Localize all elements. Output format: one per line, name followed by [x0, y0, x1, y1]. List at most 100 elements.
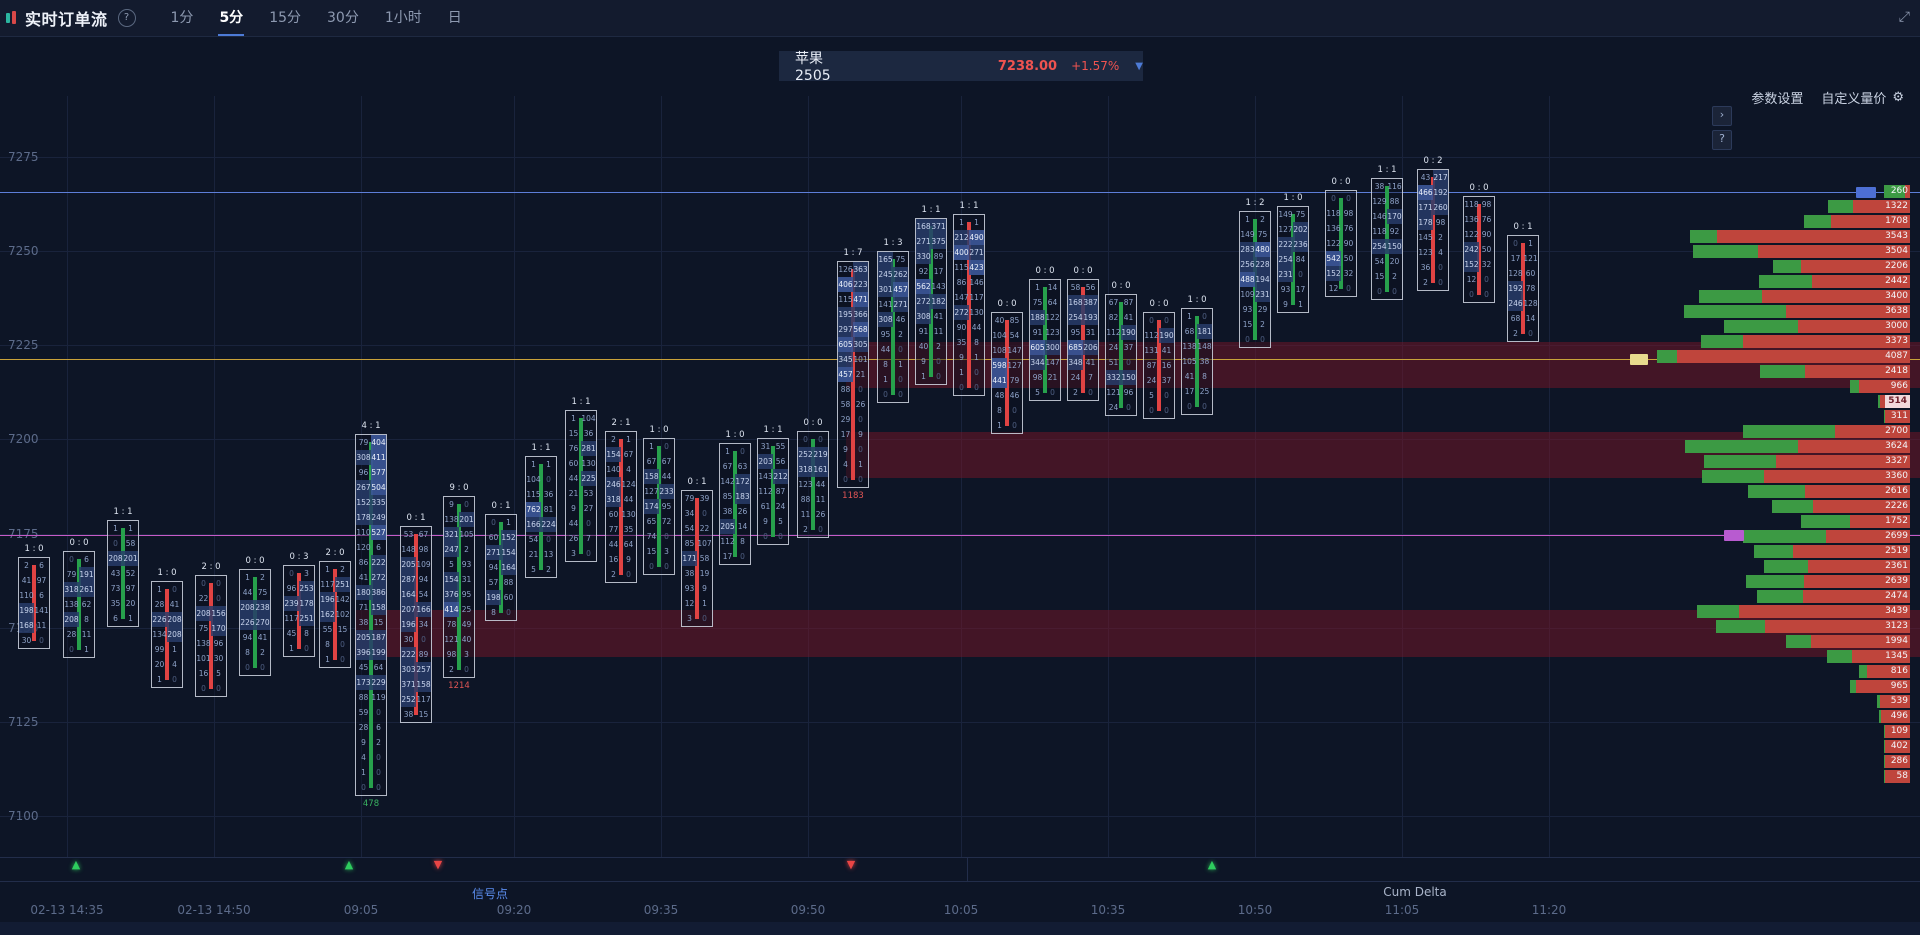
footprint-candle[interactable]: 38 116 129 88 146 170 118 92 254 150 54 20 15 2 0 0 1 : … — [1371, 165, 1403, 300]
footprint-row: 166 224 — [526, 517, 556, 532]
gear-icon[interactable]: ⚙ — [1892, 90, 1904, 105]
footprint-cell: 196 — [401, 617, 416, 632]
footprint-candle[interactable]: 0 1 17 121 128 60 192 78 246 128 68 14 2 0 0 : 1 — [1507, 222, 1539, 342]
footprint-candle[interactable]: 40 85 104 54 108 147 598 127 441 79 48 46 8 0 1 0 0 : 0 — [991, 299, 1023, 434]
footprint-candle[interactable]: 1 2 44 75 208 238 226 270 94 41 8 2 0 0 0 : 0 — [239, 556, 271, 676]
footprint-candle[interactable]: 79 39 34 0 54 22 85 107 171 58 38 19 93 9 12 1 3 0 0 : 1 — [681, 477, 713, 627]
help-icon[interactable]: ? — [117, 9, 136, 27]
footprint-row: 40 2 — [916, 339, 946, 354]
footprint-cell: 0 — [1484, 290, 1489, 299]
footprint-row: 605 305 — [838, 337, 868, 352]
footprint-candle[interactable]: 79 404 308 411 96 577 267 504 152 335 178 249 110 527… — [355, 421, 387, 809]
footprint-candle[interactable]: 0 0 118 98 136 76 122 90 542 50 152 32 12 0 0 : 0 — [1325, 177, 1357, 297]
settings-button[interactable]: 参数设置 — [1751, 92, 1804, 107]
candle-ratio-label: 0 : 1 — [406, 513, 426, 523]
footprint-candle[interactable]: 0 0 252 219 318 161 123 44 88 11 11 26 2 0 0 : 0 — [797, 418, 829, 538]
footprint-candle[interactable]: 58 56 168 387 254 193 95 31 685 206 348 41 24 7 2 0 0 : … — [1067, 266, 1099, 401]
footprint-cell: 251 — [299, 611, 314, 626]
tab-5分[interactable]: 5分 — [206, 0, 256, 36]
footprint-row: 101 30 — [196, 651, 226, 666]
fullscreen-icon[interactable]: ⤢ — [1898, 9, 1910, 25]
footprint-row: 271 154 — [486, 545, 516, 560]
footprint-candle[interactable]: 0 6 79 191 318 261 138 62 208 8 28 11 0 1 0 : 0 — [63, 538, 95, 658]
signal-up-icon[interactable]: ▲ — [1207, 858, 1217, 871]
collapse-panel-button[interactable]: › — [1712, 106, 1732, 126]
footprint-candle[interactable]: 1 14 75 64 188 122 91 123 605 300 344 147 98 21 5 0 0 : … — [1029, 266, 1061, 401]
footprint-cell: 170 — [1387, 209, 1402, 224]
footprint-row: 115 471 — [838, 292, 868, 307]
footprint-candle[interactable]: 67 87 82 41 112 190 24 37 51 0 332 150 121 96 24 0 0 : 0 — [1105, 281, 1137, 416]
footprint-cell: 174 — [644, 499, 659, 514]
volume-profile-row: 402 — [1884, 740, 1910, 753]
volume-profile-buy-bar — [1700, 335, 1743, 348]
footprint-candle[interactable]: 1 2 117 251 196 142 162 102 55 15 8 0 1 0 2 : 0 — [319, 548, 351, 668]
footprint-candle[interactable]: 0 0 112 190 131 41 87 16 24 37 5 0 0 0 0 : 0 — [1143, 299, 1175, 419]
timeline-scrollbar[interactable] — [0, 922, 1920, 935]
signal-down-icon[interactable]: ▼ — [846, 858, 856, 871]
footprint-candle[interactable]: 168 371 271 375 330 89 92 17 562 143 272 182 308 41 91… — [915, 205, 947, 385]
footprint-cell: 17 — [840, 430, 851, 439]
footprint-cell: 90 — [956, 323, 967, 332]
footprint-candle[interactable]: 149 75 127 202 222 236 254 84 231 0 93 17 9 1 1 : 0 — [1277, 193, 1309, 313]
candle-ratio-label: 0 : 0 — [1073, 266, 1093, 276]
candle-body-line — [811, 439, 815, 530]
footprint-candle[interactable]: 0 0 22 0 208 156 75 170 138 96 101 30 16 5 0 0 2 : 0 — [195, 562, 227, 697]
footprint-cell: 56 — [775, 457, 786, 466]
footprint-row: 93 29 — [1240, 302, 1270, 317]
footprint-candle[interactable]: 165 75 245 262 301 457 141 271 308 46 95 2 44 0 8 1 1 0 0 0… — [877, 238, 909, 403]
footprint-cell: 96 — [213, 639, 224, 648]
footprint-candle[interactable]: 1 0 67 63 142 172 85 183 38 26 205 14 112 8 17 0 1 : 0 — [719, 430, 751, 565]
footprint-candle[interactable]: 1 0 28 41 226 208 134 208 99 1 20 4 1 0 1 : 0 — [151, 568, 183, 688]
tab-15分[interactable]: 15分 — [269, 10, 302, 26]
signal-down-icon[interactable]: ▼ — [433, 858, 443, 871]
custom-volume-price-button[interactable]: 自定义量价 — [1821, 92, 1887, 107]
footprint-cell: 198 — [486, 590, 501, 605]
signal-up-icon[interactable]: ▲ — [71, 858, 81, 871]
footprint-candle[interactable]: 43 217 466 192 171 260 178 98 145 2 123 4 36 0 2 0 0 : 2 — [1417, 156, 1449, 291]
footprint-candle[interactable]: 9 0 138 201 321 105 247 2 5 93 154 31 376 95 414 25 78 49… — [443, 483, 475, 691]
chevron-down-icon[interactable]: ▼ — [1135, 60, 1143, 72]
footprint-candle[interactable]: 126 363 406 223 115 471 195 366 297 568 605 305 345 1… — [837, 248, 869, 501]
footprint-row: 318 261 — [64, 582, 94, 597]
footprint-cell: 61 — [760, 502, 771, 511]
tab-1分[interactable]: 1分 — [170, 10, 194, 26]
footprint-candle[interactable]: 0 3 96 253 239 178 117 251 45 8 1 0 0 : 3 — [283, 552, 315, 657]
footprint-candle[interactable]: 1 0 68 181 138 148 105 38 41 8 17 25 0 0 1 : 0 — [1181, 295, 1213, 415]
tab-1小时[interactable]: 1小时 — [384, 10, 422, 26]
footprint-row: 246 124 — [606, 477, 636, 492]
footprint-cell: 128 — [1508, 269, 1523, 278]
footprint-candle[interactable]: 1 1 0 58 208 201 43 52 73 97 35 20 6 1 1 : 1 — [107, 507, 139, 627]
footprint-candle[interactable]: 31 55 203 56 143 212 112 87 61 24 9 5 0 0 1 : 1 — [757, 425, 789, 545]
footprint-candle[interactable]: 1 1 104 0 115 36 762 81 166 224 54 0 21 13 5 2 1 : 1 — [525, 443, 557, 578]
footprint-cell: 141 — [878, 300, 893, 309]
volume-profile-value: 2361 — [1885, 561, 1908, 571]
instrument-selector[interactable]: 苹果2505 7238.00 +1.57% ▼ — [779, 51, 1143, 84]
signal-up-icon[interactable]: ▲ — [344, 858, 354, 871]
footprint-cell: 109 — [416, 560, 431, 569]
imbalance-zone — [846, 342, 1920, 388]
footprint-row: 110 527 — [356, 525, 386, 540]
footprint-candle[interactable]: 53 67 148 98 205 109 287 94 164 54 207 166 196 34 30 0 2… — [400, 513, 432, 723]
footprint-candle[interactable]: 118 98 136 76 122 90 242 50 152 32 12 0 0 0 0 : 0 — [1463, 183, 1495, 303]
footprint-candle[interactable]: 1 104 15 36 76 281 60 130 44 225 21 53 9 27 44 0 26 7 3 0 1 … — [565, 397, 597, 562]
footprint-cell: 411 — [371, 450, 386, 465]
tab-30分[interactable]: 30分 — [327, 10, 359, 26]
footprint-candle[interactable]: 2 1 154 67 140 4 246 124 318 44 60 130 77 35 44 64 16 9 2 0… — [605, 418, 637, 583]
footprint-candle[interactable]: 1 1 212 490 400 271 115 423 86 146 147 117 272 130 90 4… — [953, 201, 985, 396]
footprint-cell: 252 — [401, 692, 416, 707]
footprint-cell: 8 — [304, 629, 309, 638]
footprint-candle[interactable]: 1 2 149 75 283 480 256 228 488 194 109 231 93 29 15 2 0 0… — [1239, 198, 1271, 348]
footprint-candle[interactable]: 1 0 67 67 158 44 127 233 174 95 65 72 74 0 15 3 0 0 1 : 0 — [643, 425, 675, 575]
tab-日[interactable]: 日 — [447, 10, 462, 26]
footprint-cell: 73 — [110, 584, 121, 593]
panel-help-button[interactable]: ? — [1712, 130, 1732, 150]
footprint-candle[interactable]: 0 1 60 152 271 154 94 164 57 88 198 60 8 0 0 : 1 — [485, 501, 517, 621]
footprint-cell: 178 — [1418, 215, 1433, 230]
signal-point-legend[interactable]: 信号点 — [471, 887, 508, 901]
footprint-cell: 94 — [418, 575, 429, 584]
footprint-candle[interactable]: 2 6 41 97 110 6 198 141 168 11 30 0 1 : 0 — [18, 544, 50, 649]
candle-ratio-label: 1 : 1 — [571, 397, 591, 407]
footprint-cell: 488 — [1240, 272, 1255, 287]
footprint-cell: 43 — [1420, 173, 1431, 182]
